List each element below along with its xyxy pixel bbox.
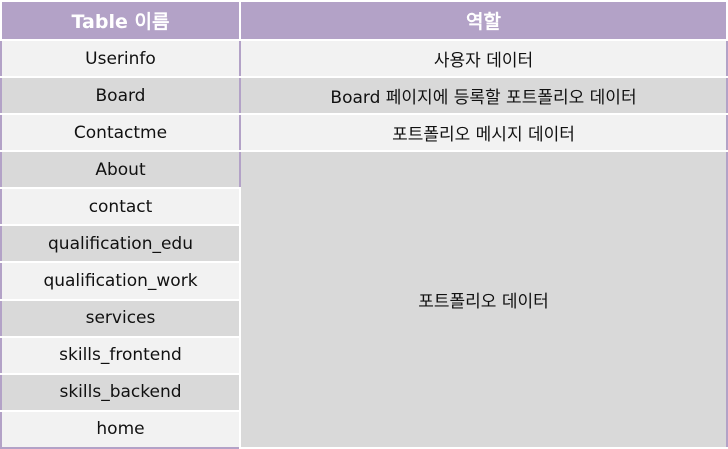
role-cell: 포트폴리오 메시지 데이터 (239, 113, 728, 153)
table-name-cell: Userinfo (0, 38, 241, 79)
table-row: Userinfo 사용자 데이터 (0, 38, 728, 79)
table-row: contact (0, 187, 727, 227)
table-name-cell: home (0, 409, 241, 449)
table-row: skills_frontend (0, 335, 727, 375)
table-name-cell: services (0, 298, 241, 338)
table-row: skills_backend (0, 372, 727, 412)
role-cell: Board 페이지에 등록할 포트폴리오 데이터 (239, 76, 728, 116)
table-row: qualification_work (0, 261, 727, 301)
table-name-cell: qualification_work (0, 261, 241, 301)
header-row: Table 이름 역할 (0, 0, 728, 40)
table-row: Board Board 페이지에 등록할 포트폴리오 데이터 (0, 76, 728, 116)
table-row: services (0, 298, 727, 338)
table-name-cell: skills_backend (0, 372, 241, 412)
table-row: qualification_edu (0, 224, 727, 264)
table-name-cell: qualification_edu (0, 224, 241, 264)
table-name-cell: Board (0, 76, 241, 116)
table-row: home (0, 409, 727, 449)
merged-role-cell: 포트폴리오 데이터 (239, 150, 728, 449)
role-cell: 사용자 데이터 (239, 38, 728, 79)
table-name-cell: About (0, 150, 241, 190)
table-row: About 포트폴리오 데이터 (0, 150, 728, 449)
header-role: 역할 (239, 0, 728, 40)
table-name-cell: skills_frontend (0, 335, 241, 375)
table-name-cell: contact (0, 187, 241, 227)
table-name-cell: Contactme (0, 113, 241, 153)
table-row: Contactme 포트폴리오 메시지 데이터 (0, 113, 728, 153)
header-table-name: Table 이름 (0, 0, 241, 40)
